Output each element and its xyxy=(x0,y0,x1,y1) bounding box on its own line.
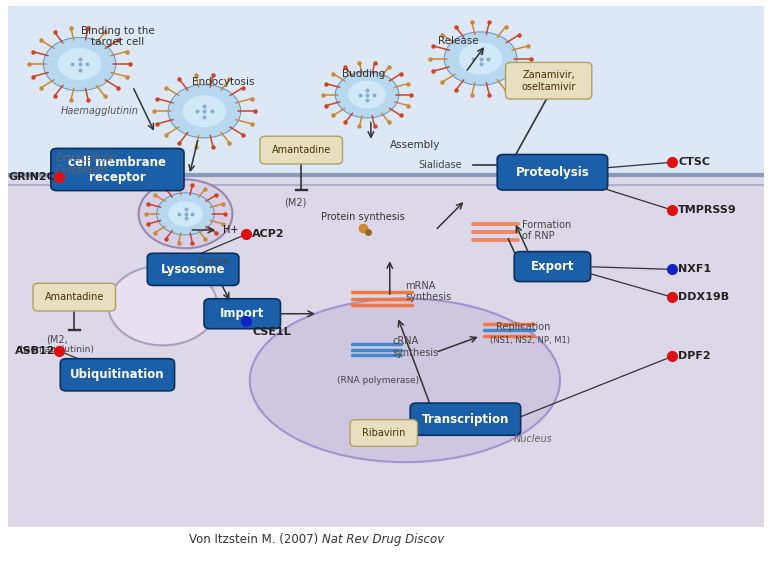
Text: Proteolysis: Proteolysis xyxy=(516,166,589,179)
Text: Cytoplasm: Cytoplasm xyxy=(56,165,107,175)
Text: Transcription: Transcription xyxy=(422,413,509,426)
Text: Amantadine: Amantadine xyxy=(45,292,104,302)
Text: Sialidase: Sialidase xyxy=(418,159,462,169)
Text: (RNA polymerase): (RNA polymerase) xyxy=(337,376,419,385)
Circle shape xyxy=(444,32,517,85)
Text: CTSC: CTSC xyxy=(678,157,710,167)
Circle shape xyxy=(335,71,399,118)
Circle shape xyxy=(168,201,203,227)
Text: Nat Rev Drug Discov: Nat Rev Drug Discov xyxy=(322,533,444,546)
Circle shape xyxy=(168,85,241,138)
Text: Formation
of RNP: Formation of RNP xyxy=(522,220,571,241)
Text: (M2): (M2) xyxy=(284,197,306,207)
Circle shape xyxy=(157,193,215,235)
Text: cRNA
synthesis: cRNA synthesis xyxy=(392,336,438,358)
Text: ASB12: ASB12 xyxy=(15,346,56,356)
Text: DDX19B: DDX19B xyxy=(678,292,730,302)
Circle shape xyxy=(43,37,116,91)
Text: Budding: Budding xyxy=(342,68,385,78)
Text: ACP2: ACP2 xyxy=(252,230,285,239)
Text: Assembly: Assembly xyxy=(390,140,440,150)
FancyBboxPatch shape xyxy=(60,359,174,391)
Text: Zanamivir,
oseltamivir: Zanamivir, oseltamivir xyxy=(521,70,576,92)
Text: Protein synthesis: Protein synthesis xyxy=(321,212,405,223)
Text: Lysosome: Lysosome xyxy=(161,263,225,276)
Text: Replication: Replication xyxy=(496,322,550,332)
FancyBboxPatch shape xyxy=(260,136,343,164)
Text: Extracellular: Extracellular xyxy=(56,154,117,164)
Text: Release: Release xyxy=(438,36,478,46)
FancyBboxPatch shape xyxy=(204,299,280,329)
Text: GRIN2C: GRIN2C xyxy=(8,172,56,182)
FancyBboxPatch shape xyxy=(147,253,239,286)
FancyBboxPatch shape xyxy=(410,403,520,435)
Text: NXF1: NXF1 xyxy=(678,265,711,274)
Text: cell membrane
receptor: cell membrane receptor xyxy=(69,155,167,183)
Text: (NS1, NS2, NP, M1): (NS1, NS2, NP, M1) xyxy=(490,336,571,346)
Text: mRNA
synthesis: mRNA synthesis xyxy=(405,281,451,303)
Ellipse shape xyxy=(250,298,560,462)
Circle shape xyxy=(183,95,226,127)
Circle shape xyxy=(58,48,101,80)
Text: Endocytosis: Endocytosis xyxy=(192,78,255,88)
FancyBboxPatch shape xyxy=(497,155,608,190)
Text: Import: Import xyxy=(220,307,265,320)
Text: Fusion: Fusion xyxy=(198,257,230,267)
Circle shape xyxy=(108,266,217,345)
Text: haemagglutinin): haemagglutinin) xyxy=(19,345,94,354)
Circle shape xyxy=(348,81,386,109)
FancyBboxPatch shape xyxy=(506,62,592,99)
Text: DPF2: DPF2 xyxy=(678,352,711,361)
Text: Export: Export xyxy=(530,260,574,273)
Text: Von Itzstein M. (2007): Von Itzstein M. (2007) xyxy=(188,533,322,546)
Text: H+: H+ xyxy=(222,225,238,235)
FancyBboxPatch shape xyxy=(51,148,184,190)
Text: Nucleus: Nucleus xyxy=(514,433,553,444)
Bar xyxy=(8,175,764,527)
FancyBboxPatch shape xyxy=(350,420,418,446)
Text: Ubiquitination: Ubiquitination xyxy=(70,369,164,381)
FancyBboxPatch shape xyxy=(514,252,591,281)
Circle shape xyxy=(139,179,232,248)
Text: (M2,: (M2, xyxy=(46,334,68,345)
Bar xyxy=(8,6,764,175)
Circle shape xyxy=(459,43,503,75)
Text: Ribavirin: Ribavirin xyxy=(362,428,405,438)
Text: TMPRSS9: TMPRSS9 xyxy=(678,205,736,215)
FancyBboxPatch shape xyxy=(33,283,116,311)
Text: Haemagglutinin: Haemagglutinin xyxy=(61,106,138,116)
Text: Binding to the
target cell: Binding to the target cell xyxy=(80,26,154,47)
Text: CSE1L: CSE1L xyxy=(252,326,291,336)
Text: Amantadine: Amantadine xyxy=(272,145,331,155)
